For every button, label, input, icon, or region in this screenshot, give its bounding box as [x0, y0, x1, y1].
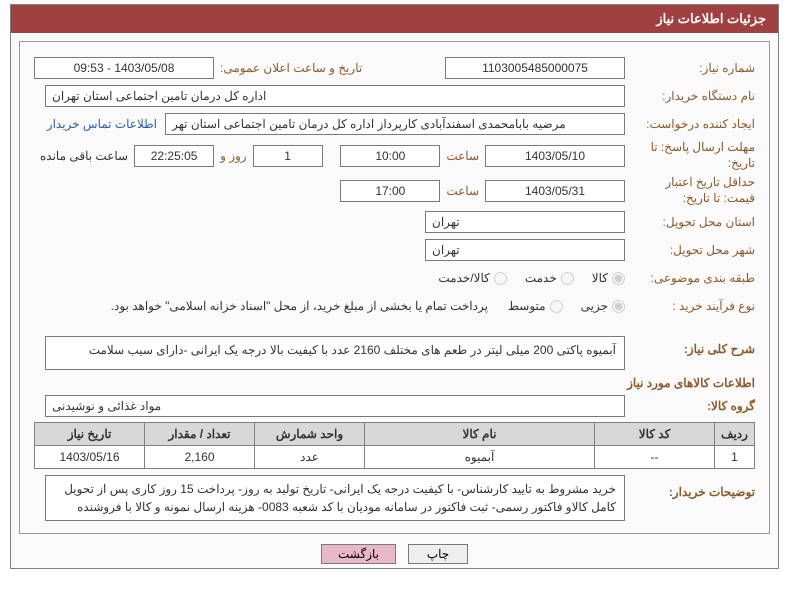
- announce-value: 1403/05/08 - 09:53: [34, 57, 214, 79]
- footer-buttons: چاپ بازگشت: [11, 544, 778, 564]
- row-buyer-notes: توضیحات خریدار: خرید مشروط به تایید کارش…: [34, 475, 755, 521]
- delivery-city-label: شهر محل تحویل:: [625, 243, 755, 257]
- process-note: پرداخت تمام یا بخشی از مبلغ خرید، از محل…: [111, 299, 488, 313]
- hour-label-2: ساعت: [440, 184, 485, 198]
- th-code: کد کالا: [595, 423, 715, 446]
- th-name: نام کالا: [365, 423, 595, 446]
- cell-date: 1403/05/16: [35, 446, 145, 469]
- row-overall: شرح کلی نیاز: آبمیوه پاکتی 200 میلی لیتر…: [34, 336, 755, 370]
- th-date: تاریخ نیاز: [35, 423, 145, 446]
- process-radio-group: جزیی متوسط: [508, 299, 625, 313]
- items-section-title: اطلاعات کالاهای مورد نیاز: [34, 376, 755, 390]
- group-label: گروه کالا:: [625, 399, 755, 413]
- announce-label: تاریخ و ساعت اعلان عمومی:: [214, 61, 445, 75]
- th-qty: تعداد / مقدار: [145, 423, 255, 446]
- radio-goods-service-input[interactable]: [494, 272, 507, 285]
- day-and-label: روز و: [214, 149, 253, 163]
- buyer-label: نام دستگاه خریدار:: [625, 89, 755, 103]
- row-requester: ایجاد کننده درخواست: مرضیه بابامحمدی اسف…: [34, 112, 755, 136]
- group-value: مواد غذائی و نوشیدنی: [45, 395, 625, 417]
- row-category: طبقه بندی موضوعی: کالا خدمت کالا/خدمت: [34, 266, 755, 290]
- row-delivery-city: شهر محل تحویل: تهران: [34, 238, 755, 262]
- row-reply-deadline: مهلت ارسال پاسخ: تا تاریخ: 1403/05/10 سا…: [34, 140, 755, 171]
- radio-goods-service[interactable]: کالا/خدمت: [438, 271, 506, 285]
- need-no-label: شماره نیاز:: [625, 61, 755, 75]
- row-validity: حداقل تاریخ اعتبار قیمت: تا تاریخ: 1403/…: [34, 175, 755, 206]
- table-row: 1 -- آبمیوه عدد 2,160 1403/05/16: [35, 446, 755, 469]
- row-group: گروه کالا: مواد غذائی و نوشیدنی: [34, 394, 755, 418]
- reply-deadline-date: 1403/05/10: [485, 145, 625, 167]
- category-radio-group: کالا خدمت کالا/خدمت: [438, 271, 625, 285]
- cell-qty: 2,160: [145, 446, 255, 469]
- reply-deadline-label: مهلت ارسال پاسخ: تا تاریخ:: [625, 140, 755, 171]
- delivery-province-value: تهران: [425, 211, 625, 233]
- overall-desc: آبمیوه پاکتی 200 میلی لیتر در طعم های مخ…: [45, 336, 625, 370]
- need-no-value: 1103005485000075: [445, 57, 625, 79]
- back-button[interactable]: بازگشت: [321, 544, 396, 564]
- radio-goods-input[interactable]: [612, 272, 625, 285]
- remaining-suffix: ساعت باقی مانده: [34, 149, 134, 163]
- radio-goods[interactable]: کالا: [592, 271, 625, 285]
- items-header-row: ردیف کد کالا نام کالا واحد شمارش تعداد /…: [35, 423, 755, 446]
- remaining-days: 1: [253, 145, 323, 167]
- radio-service-input[interactable]: [561, 272, 574, 285]
- validity-time: 17:00: [340, 180, 440, 202]
- requester-label: ایجاد کننده درخواست:: [625, 117, 755, 131]
- delivery-province-label: استان محل تحویل:: [625, 215, 755, 229]
- panel-title: جزئیات اطلاعات نیاز: [11, 5, 778, 33]
- cell-code: --: [595, 446, 715, 469]
- radio-minor-label: جزیی: [581, 299, 608, 313]
- radio-minor-input[interactable]: [612, 300, 625, 313]
- process-label: نوع فرآیند خرید :: [625, 299, 755, 313]
- validity-label: حداقل تاریخ اعتبار قیمت: تا تاریخ:: [625, 175, 755, 206]
- print-button[interactable]: چاپ: [408, 544, 468, 564]
- radio-goods-service-label: کالا/خدمت: [438, 271, 489, 285]
- cell-name: آبمیوه: [365, 446, 595, 469]
- delivery-city-value: تهران: [425, 239, 625, 261]
- buyer-contact-link[interactable]: اطلاعات تماس خریدار: [47, 117, 157, 131]
- items-table: ردیف کد کالا نام کالا واحد شمارش تعداد /…: [34, 422, 755, 469]
- validity-date: 1403/05/31: [485, 180, 625, 202]
- row-process: نوع فرآیند خرید : جزیی متوسط پرداخت تمام…: [34, 294, 755, 318]
- buyer-value: اداره کل درمان تامین اجتماعی استان تهران: [45, 85, 625, 107]
- th-unit: واحد شمارش: [255, 423, 365, 446]
- category-label: طبقه بندی موضوعی:: [625, 271, 755, 285]
- buyer-notes-label: توضیحات خریدار:: [625, 475, 755, 499]
- hour-label-1: ساعت: [440, 149, 485, 163]
- radio-minor[interactable]: جزیی: [581, 299, 625, 313]
- radio-medium[interactable]: متوسط: [508, 299, 563, 313]
- reply-deadline-time: 10:00: [340, 145, 440, 167]
- details-panel: جزئیات اطلاعات نیاز شماره نیاز: 11030054…: [10, 4, 779, 569]
- radio-service-label: خدمت: [525, 271, 557, 285]
- radio-goods-label: کالا: [592, 271, 608, 285]
- cell-unit: عدد: [255, 446, 365, 469]
- buyer-notes-value: خرید مشروط به تایید کارشناس- با کیفیت در…: [45, 475, 625, 521]
- radio-medium-label: متوسط: [508, 299, 546, 313]
- requester-value: مرضیه بابامحمدی اسفندآبادی کارپرداز ادار…: [165, 113, 625, 135]
- cell-idx: 1: [715, 446, 755, 469]
- panel-body: شماره نیاز: 1103005485000075 تاریخ و ساع…: [19, 41, 770, 534]
- radio-medium-input[interactable]: [550, 300, 563, 313]
- remaining-time: 22:25:05: [134, 145, 214, 167]
- radio-service[interactable]: خدمت: [525, 271, 574, 285]
- row-need-no: شماره نیاز: 1103005485000075 تاریخ و ساع…: [34, 56, 755, 80]
- row-buyer: نام دستگاه خریدار: اداره کل درمان تامین …: [34, 84, 755, 108]
- overall-label: شرح کلی نیاز:: [625, 336, 755, 356]
- th-idx: ردیف: [715, 423, 755, 446]
- row-delivery-province: استان محل تحویل: تهران: [34, 210, 755, 234]
